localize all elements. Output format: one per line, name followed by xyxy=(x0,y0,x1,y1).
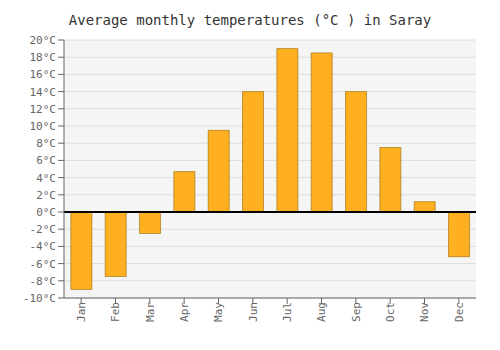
svg-text:Jun: Jun xyxy=(247,302,260,322)
svg-text:0°C: 0°C xyxy=(36,206,56,219)
svg-text:-2°C: -2°C xyxy=(30,223,57,236)
svg-text:Feb: Feb xyxy=(109,302,122,322)
svg-text:Oct: Oct xyxy=(384,302,397,322)
svg-text:4°C: 4°C xyxy=(36,172,56,185)
svg-text:6°C: 6°C xyxy=(36,154,56,167)
svg-text:Jul: Jul xyxy=(281,302,294,322)
svg-text:12°C: 12°C xyxy=(30,103,57,116)
svg-text:20°C: 20°C xyxy=(30,34,57,47)
svg-text:Dec: Dec xyxy=(453,302,466,322)
svg-text:Apr: Apr xyxy=(178,302,191,322)
svg-text:2°C: 2°C xyxy=(36,189,56,202)
svg-text:-8°C: -8°C xyxy=(30,275,57,288)
svg-text:-10°C: -10°C xyxy=(23,292,56,305)
html-text:Average monthly temperatures (: Average monthly temperatures (°C ) in Sa… xyxy=(68,12,432,28)
svg-text:Jan: Jan xyxy=(75,302,88,322)
svg-text:14°C: 14°C xyxy=(30,86,57,99)
svg-text:Aug: Aug xyxy=(315,302,328,322)
svg-text:Sep: Sep xyxy=(350,302,363,322)
svg-text:-4°C: -4°C xyxy=(30,240,57,253)
svg-text:10°C: 10°C xyxy=(30,120,57,133)
svg-text:-6°C: -6°C xyxy=(30,258,57,271)
svg-text:Nov: Nov xyxy=(418,302,431,322)
svg-text:18°C: 18°C xyxy=(30,51,57,64)
svg-text:8°C: 8°C xyxy=(36,137,56,150)
svg-text:16°C: 16°C xyxy=(30,68,57,81)
svg-text:May: May xyxy=(212,302,225,322)
svg-text:Mar: Mar xyxy=(144,302,157,322)
